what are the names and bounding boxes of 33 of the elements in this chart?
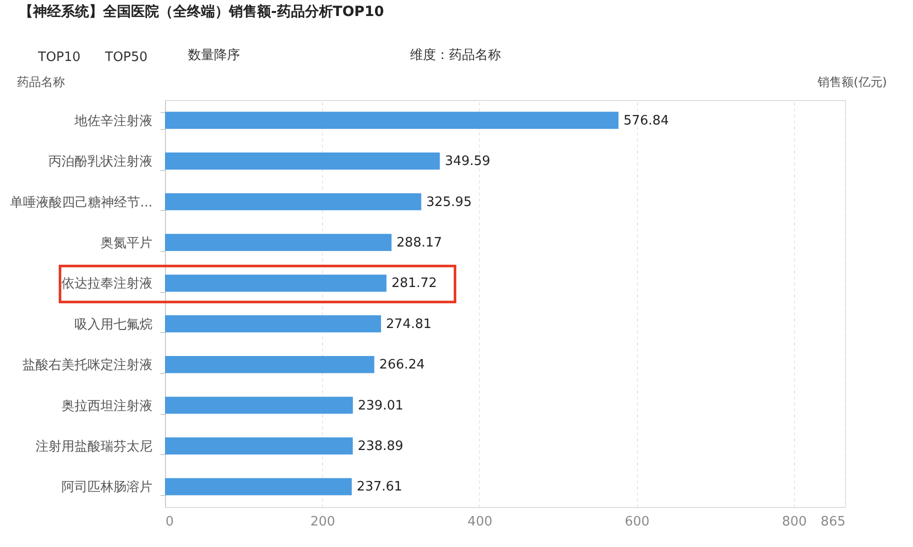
- y-tick-label: 吸入用七氟烷: [74, 317, 152, 332]
- x-tick-label: 800: [782, 514, 807, 530]
- y-tick-label: 奥氮平片: [100, 236, 152, 251]
- text: TOP50: [104, 50, 148, 65]
- x-tick-label: 0: [166, 514, 174, 530]
- y-tick-label: 单唾液酸四己糖神经节...: [10, 195, 152, 210]
- data-label: 266.24: [379, 358, 425, 373]
- data-label: 237.61: [356, 480, 402, 495]
- x-tick-label: 200: [310, 514, 336, 530]
- x-tick-label: 600: [624, 514, 650, 530]
- data-label: 576.84: [623, 113, 669, 128]
- y-tick-label: 奥拉西坦注射液: [62, 398, 152, 414]
- data-label: 274.81: [386, 316, 432, 332]
- text: 数量降序: [188, 47, 240, 63]
- data-label: 238.89: [358, 438, 404, 454]
- data-label: 349.59: [444, 154, 490, 170]
- data-label: 325.95: [426, 194, 472, 210]
- text: 维度：药品名称: [410, 47, 501, 63]
- y-tick-label: 阿司匹林肠溶片: [62, 479, 152, 496]
- data-label: 288.17: [396, 235, 442, 250]
- chart-title: 【神经系统】全国医院（全终端）销售额-药品分析TOP10: [19, 3, 384, 20]
- data-label: 281.72: [391, 276, 437, 292]
- text: TOP10: [37, 50, 81, 65]
- x-tick-label: 400: [468, 514, 492, 530]
- y-tick-label: 盐酸右美托咪定注射液: [22, 357, 152, 374]
- y-tick-label: 地佐辛注射液: [74, 114, 152, 129]
- y-axis-title: 药品名称: [17, 75, 65, 89]
- x-tick-label: 865: [820, 514, 846, 530]
- data-label: 239.01: [358, 398, 404, 414]
- y-tick-label: 依达拉奉注射液: [62, 276, 152, 292]
- y-tick-label: 注射用盐酸瑞芬太尼: [36, 439, 152, 454]
- x-axis-title: 销售额(亿元): [816, 75, 887, 89]
- y-tick-label: 丙泊酚乳状注射液: [48, 154, 152, 170]
